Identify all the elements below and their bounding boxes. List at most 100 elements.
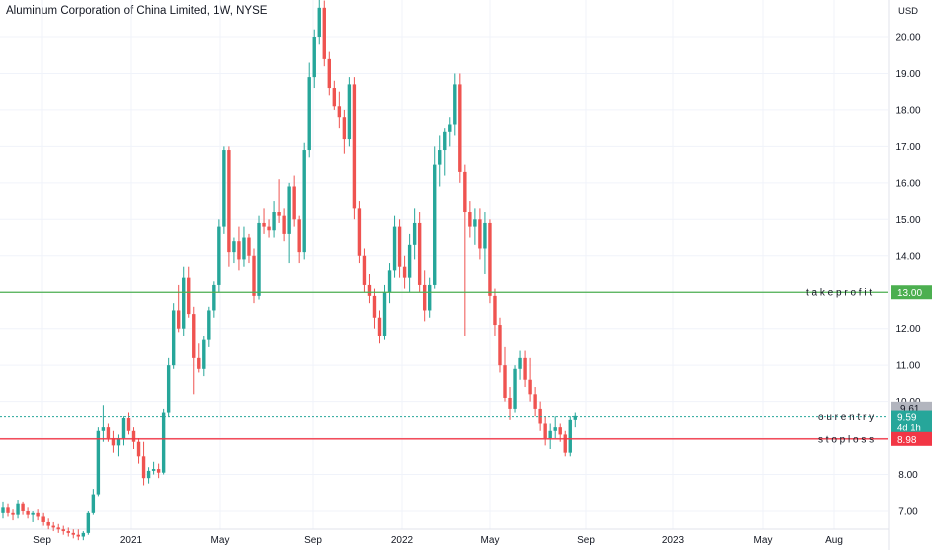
y-tick-label: 17.00	[895, 142, 920, 153]
candle-body	[483, 222, 487, 249]
candle-body	[573, 415, 577, 420]
candle-body	[317, 7, 321, 38]
candle-body	[111, 438, 116, 446]
candle-body	[101, 427, 106, 431]
candle-body	[161, 412, 166, 473]
candle-body	[307, 77, 311, 151]
y-tick-label: 11.00	[896, 361, 921, 372]
candle-body	[227, 150, 231, 253]
candle-body	[212, 284, 216, 311]
candle-body	[382, 292, 387, 336]
candle-body	[448, 124, 452, 132]
candle-body	[347, 84, 352, 140]
candle-body	[493, 295, 497, 326]
y-tick-label: 19.00	[895, 69, 920, 80]
candle-body	[397, 226, 402, 267]
candle-body	[96, 430, 101, 495]
candle-body	[136, 441, 141, 457]
candle-body	[46, 521, 50, 526]
x-tick-label: 2022	[391, 535, 414, 546]
level-label-takeprofit: t a k e p r o f i t	[806, 288, 872, 299]
y-tick-label: 8.00	[898, 470, 918, 481]
x-tick-label: Sep	[577, 535, 595, 546]
candle-body	[523, 357, 527, 380]
candle-body	[392, 226, 397, 271]
candle-body	[222, 150, 226, 227]
candle-body	[267, 226, 271, 231]
candle-body	[262, 222, 266, 227]
candle-body	[56, 527, 60, 530]
candle-body	[332, 88, 337, 107]
candle-body	[372, 295, 377, 318]
candle-body	[513, 368, 517, 409]
candle-body	[438, 150, 442, 165]
candle-body	[337, 106, 342, 118]
candle-body	[202, 339, 206, 369]
price-tag-stoploss	[891, 431, 932, 446]
candle-body	[272, 212, 276, 231]
candle-body	[141, 456, 146, 479]
candle-body	[71, 532, 75, 535]
candle-body	[352, 84, 357, 209]
candle-body	[463, 171, 467, 213]
candle-body	[287, 186, 291, 234]
last-price-label: 9.61	[900, 404, 920, 415]
x-tick-label: Sep	[304, 535, 322, 546]
candle-body	[277, 212, 281, 216]
candle-body	[342, 117, 347, 140]
x-tick-label: May	[754, 535, 773, 546]
candle-body	[116, 438, 121, 446]
candle-body	[21, 503, 25, 511]
candle-body	[76, 534, 80, 537]
candle-body	[182, 277, 186, 329]
candle-body	[428, 284, 432, 311]
candle-body	[402, 266, 407, 278]
candle-body	[302, 150, 306, 253]
x-tick-label: May	[481, 535, 500, 546]
candle-body	[458, 84, 462, 172]
candle-body	[498, 325, 502, 366]
candle-body	[257, 222, 261, 296]
price-tag-label-stoploss: 8.98	[897, 435, 917, 446]
y-tick-label: 14.00	[895, 251, 920, 262]
candle-body	[252, 255, 256, 296]
level-label-stoploss: s t o p l o s s	[818, 434, 874, 445]
candle-body	[377, 317, 382, 336]
price-tag-label-takeprofit: 13.00	[897, 288, 922, 299]
candle-body	[166, 365, 171, 413]
candle-body	[543, 423, 547, 439]
candle-body	[192, 314, 196, 358]
candle-body	[66, 531, 70, 533]
x-tick-label: 2021	[120, 535, 143, 546]
y-tick-label: 12.00	[895, 324, 920, 335]
candle-body	[51, 525, 55, 528]
candle-body	[407, 244, 412, 278]
candle-body	[387, 270, 392, 293]
candle-body	[156, 469, 161, 473]
candle-body	[151, 469, 156, 471]
x-tick-label: 2023	[662, 535, 685, 546]
candle-body	[187, 277, 191, 315]
candle-body	[443, 131, 447, 151]
candle-body	[558, 427, 562, 435]
candle-body	[86, 512, 91, 533]
candle-body	[247, 237, 251, 256]
entry-price-tag	[891, 410, 932, 434]
level-label-ourentry: o u r e n t r y	[818, 412, 874, 423]
candle-body	[563, 434, 567, 453]
candle-body	[41, 516, 45, 522]
candle-body	[177, 310, 181, 329]
entry-price-label: 9.59	[897, 413, 917, 424]
candle-body	[282, 215, 286, 234]
candle-body	[207, 310, 211, 340]
candle-body	[61, 529, 65, 532]
x-tick-label: May	[211, 535, 230, 546]
candle-body	[1, 507, 5, 513]
candle-body	[11, 512, 15, 515]
candle-body	[478, 219, 482, 249]
candle-body	[131, 430, 136, 442]
candle-body	[528, 379, 532, 395]
candle-body	[367, 284, 372, 296]
y-tick-label: 18.00	[895, 105, 920, 116]
